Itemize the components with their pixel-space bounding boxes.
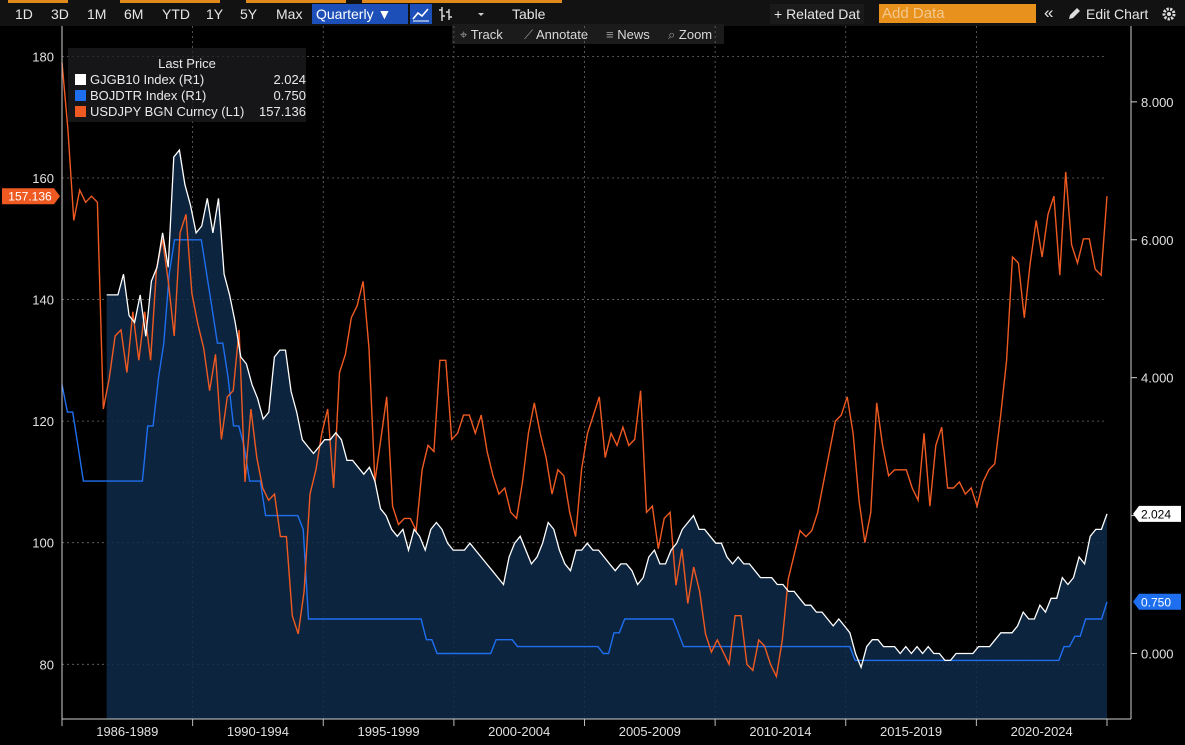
x-tick-label: 2020-2024 <box>1011 724 1073 739</box>
legend-title: Last Price <box>158 56 216 71</box>
range-ytd-button[interactable]: YTD <box>162 6 190 22</box>
range-1y-button[interactable]: 1Y <box>206 6 224 22</box>
related-data-button[interactable]: + Related Dat <box>770 4 864 24</box>
right-tick-label: 6.000 <box>1141 233 1174 248</box>
magnifier-icon: ⌕ <box>668 27 679 42</box>
legend-swatch <box>75 74 86 85</box>
bojdtr-last-badge: 0.750 <box>1133 593 1181 610</box>
legend-name: USDJPY BGN Curncy (L1) <box>90 104 245 119</box>
x-tick-label: 2000-2004 <box>488 724 550 739</box>
x-tick-label: 1990-1994 <box>227 724 289 739</box>
legend-swatch <box>75 90 86 101</box>
legend-name: BOJDTR Index (R1) <box>90 88 207 103</box>
chart-type-dropdown-icon[interactable] <box>470 4 492 24</box>
right-tick-label: 8.000 <box>1141 95 1174 110</box>
toolbar-top-accent <box>246 0 346 3</box>
legend-value: 157.136 <box>259 104 306 119</box>
line-chart-icon[interactable] <box>410 4 432 24</box>
x-tick-label: 2005-2009 <box>619 724 681 739</box>
axes: 801001201401601800.0002.0004.0006.0008.0… <box>32 26 1174 739</box>
legend: Last Price GJGB10 Index (R1) 2.024 BOJDT… <box>68 48 306 122</box>
news-label: News <box>617 27 650 42</box>
left-tick-label: 100 <box>32 536 54 551</box>
left-tick-label: 140 <box>32 293 54 308</box>
crosshair-icon: ⌖ <box>460 27 471 42</box>
bojdtr-series-line <box>61 239 1108 662</box>
toolbar-top-accent <box>120 0 220 3</box>
usdjpy-last-badge: 157.136 <box>2 188 60 205</box>
x-tick-label: 2015-2019 <box>880 724 942 739</box>
gjgb10-series-line <box>106 148 1108 670</box>
table-button[interactable]: Table <box>512 6 546 22</box>
left-tick-label: 120 <box>32 414 54 429</box>
zoom-tool[interactable]: ⌕ Zoom <box>668 27 712 43</box>
chart-toolbar: 1D 3D 1M 6M YTD 1Y 5Y Max Quarterly ▼ Ta… <box>0 0 1185 26</box>
last-value-badges: 157.136 2.024 0.750 <box>2 188 1181 610</box>
x-tick-label: 1995-1999 <box>357 724 419 739</box>
x-tick-label: 2010-2014 <box>749 724 811 739</box>
toolbar-top-accent <box>362 0 562 3</box>
news-icon: ≡ <box>606 27 618 42</box>
left-tick-label: 160 <box>32 171 54 186</box>
usdjpy-series-line <box>61 62 1108 679</box>
news-tool[interactable]: ≡ News <box>606 27 650 43</box>
legend-value: 0.750 <box>273 88 306 103</box>
zoom-label: Zoom <box>678 27 713 42</box>
legend-swatch <box>75 106 86 117</box>
pencil-icon[interactable] <box>1064 4 1084 24</box>
usdjpy-badge-text: 157.136 <box>8 190 52 204</box>
toolbar-top-accent <box>8 0 68 3</box>
chart-subtoolbar <box>452 24 724 44</box>
gjgb10-last-badge: 2.024 <box>1133 505 1181 522</box>
right-tick-label: 0.000 <box>1141 646 1174 661</box>
frequency-dropdown[interactable]: Quarterly ▼ <box>312 4 408 24</box>
bojdtr-last-badge-text: 0.750 <box>1141 595 1171 609</box>
legend-value: 2.024 <box>273 72 306 87</box>
range-1m-button[interactable]: 1M <box>87 6 107 22</box>
annotate-label: Annotate <box>536 27 589 42</box>
x-tick-label: 1986-1989 <box>96 724 158 739</box>
left-tick-label: 80 <box>40 657 54 672</box>
gjgb10-area-fill <box>106 150 1107 720</box>
track-tool[interactable]: ⌖ Track <box>460 27 503 43</box>
legend-name: GJGB10 Index (R1) <box>90 72 205 87</box>
gjgb10-last-badge-text: 2.024 <box>1141 507 1171 521</box>
ohlc-bars-icon[interactable] <box>435 4 457 24</box>
right-tick-label: 4.000 <box>1141 371 1174 386</box>
annotate-tool[interactable]: ⟋ Annotate <box>524 27 588 43</box>
add-data-input[interactable]: Add Data <box>879 4 1036 23</box>
edit-chart-button[interactable]: Edit Chart <box>1086 6 1149 22</box>
range-1d-button[interactable]: 1D <box>15 6 33 22</box>
range-6m-button[interactable]: 6M <box>124 6 144 22</box>
track-label: Track <box>470 27 503 42</box>
range-5y-button[interactable]: 5Y <box>240 6 258 22</box>
collapse-icon[interactable]: « <box>1044 3 1054 22</box>
range-3d-button[interactable]: 3D <box>51 6 69 22</box>
range-max-button[interactable]: Max <box>276 6 303 22</box>
annotate-icon: ⟋ <box>524 27 536 42</box>
gear-icon[interactable] <box>1158 4 1180 24</box>
left-tick-label: 180 <box>32 49 54 64</box>
